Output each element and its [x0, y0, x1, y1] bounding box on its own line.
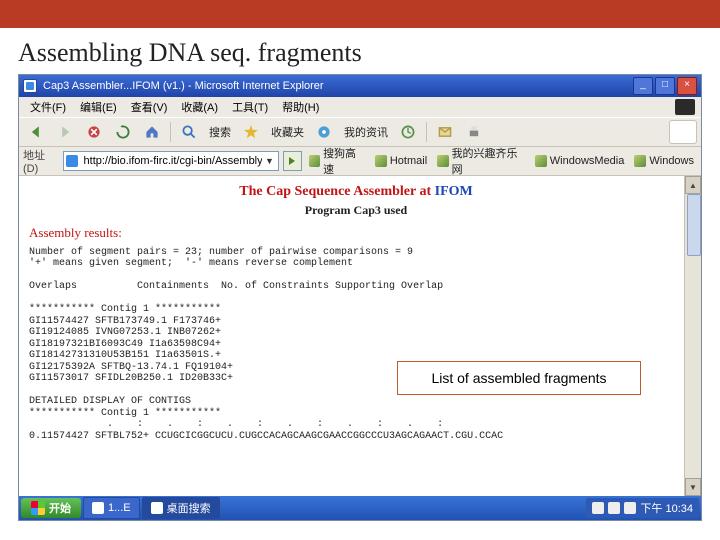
link-1[interactable]: 搜狗高速 [306, 144, 368, 178]
refresh-button[interactable] [110, 120, 136, 144]
start-button[interactable]: 开始 [21, 498, 81, 518]
system-tray[interactable]: 下午 10:34 [586, 498, 699, 518]
favorites-icon[interactable] [238, 120, 264, 144]
mail-button[interactable] [432, 120, 458, 144]
home-button[interactable] [139, 120, 165, 144]
history-button[interactable] [395, 120, 421, 144]
go-button[interactable] [283, 151, 302, 171]
address-input[interactable] [82, 152, 264, 170]
menu-tools[interactable]: 工具(T) [227, 98, 273, 116]
taskbar-item-active[interactable]: 桌面搜索 [142, 497, 220, 519]
window-titlebar[interactable]: Cap3 Assembler...IFOM (v1.) - Microsoft … [19, 75, 701, 97]
scrollbar[interactable]: ▲ ▼ [684, 176, 701, 496]
stop-button[interactable] [81, 120, 107, 144]
address-label: 地址(D) [23, 147, 59, 175]
menu-help[interactable]: 帮助(H) [277, 98, 324, 116]
menu-view[interactable]: 查看(V) [126, 98, 173, 116]
ie-window: Cap3 Assembler...IFOM (v1.) - Microsoft … [18, 74, 702, 521]
maximize-button[interactable]: □ [655, 77, 675, 95]
address-dropdown[interactable]: ▼ [264, 156, 276, 166]
assembly-output: Number of segment pairs = 23; number of … [29, 247, 683, 443]
slide-title: Assembling DNA seq. fragments [0, 28, 720, 74]
scroll-down-button[interactable]: ▼ [685, 478, 701, 496]
menubar: 文件(F) 编辑(E) 查看(V) 收藏(A) 工具(T) 帮助(H) [19, 97, 701, 117]
scroll-thumb[interactable] [687, 194, 701, 256]
link-icon [437, 155, 448, 167]
app-icon [151, 502, 163, 514]
app-icon [92, 502, 104, 514]
print-button[interactable] [461, 120, 487, 144]
scroll-up-button[interactable]: ▲ [685, 176, 701, 194]
clock: 下午 10:34 [640, 500, 693, 516]
page-headline: The Cap Sequence Assembler at IFOM [29, 184, 683, 200]
taskbar-item[interactable]: 1...E [83, 497, 140, 519]
favicon-icon [66, 155, 78, 167]
link-icon [535, 155, 547, 167]
search-icon[interactable] [176, 120, 202, 144]
link-5[interactable]: Windows [631, 154, 697, 168]
link-3[interactable]: 我的兴趣齐乐网 [434, 144, 528, 178]
media-icon[interactable] [311, 120, 337, 144]
media-label[interactable]: 我的资讯 [340, 124, 392, 140]
program-line: Program Cap3 used [29, 204, 683, 218]
window-title: Cap3 Assembler...IFOM (v1.) - Microsoft … [43, 80, 324, 92]
nav-toolbar: 搜索 收藏夹 我的资讯 [19, 117, 701, 147]
close-button[interactable]: × [677, 77, 697, 95]
back-button[interactable] [23, 120, 49, 144]
throbber-icon [675, 99, 695, 115]
menu-favorites[interactable]: 收藏(A) [176, 98, 223, 116]
link-icon [309, 155, 320, 167]
ie-icon [23, 79, 37, 93]
minimize-button[interactable]: _ [633, 77, 653, 95]
menu-file[interactable]: 文件(F) [25, 98, 71, 116]
logo-throbber-icon [669, 120, 697, 144]
tray-icon[interactable] [592, 502, 604, 514]
link-2[interactable]: Hotmail [372, 154, 430, 168]
favorites-label[interactable]: 收藏夹 [267, 124, 308, 140]
address-field-wrap[interactable]: ▼ [63, 151, 279, 171]
link-icon [375, 155, 387, 167]
address-bar: 地址(D) ▼ 搜狗高速 Hotmail 我的兴趣齐乐网 WindowsMedi… [19, 147, 701, 176]
annotation-box: List of assembled fragments [397, 361, 641, 395]
tray-icon[interactable] [624, 502, 636, 514]
taskbar: 开始 1...E 桌面搜索 下午 10:34 [19, 496, 701, 520]
assembly-heading: Assembly results: [29, 226, 683, 241]
link-4[interactable]: WindowsMedia [532, 154, 628, 168]
document-viewport: The Cap Sequence Assembler at IFOM Progr… [19, 176, 701, 496]
top-banner [0, 0, 720, 28]
forward-button[interactable] [52, 120, 78, 144]
link-icon [634, 155, 646, 167]
search-label[interactable]: 搜索 [205, 124, 235, 140]
tray-icon[interactable] [608, 502, 620, 514]
menu-edit[interactable]: 编辑(E) [75, 98, 122, 116]
